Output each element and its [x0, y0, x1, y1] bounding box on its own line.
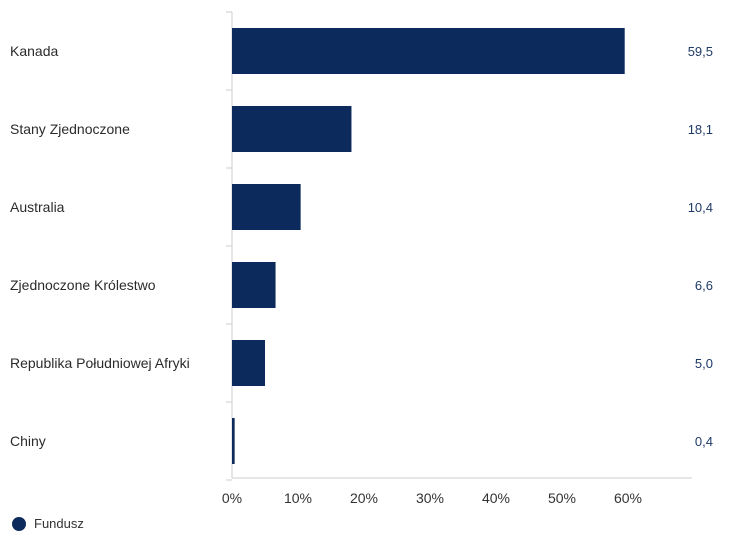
x-tick-label: 30%: [416, 490, 444, 506]
bar: [232, 28, 625, 74]
bar: [232, 184, 301, 230]
bar: [232, 340, 265, 386]
bar-chart: Kanada 59,5 Stany Zjednoczone 18,1 Australia…: [10, 11, 713, 506]
x-tick-label: 20%: [350, 490, 378, 506]
x-tick-label: 50%: [548, 490, 576, 506]
value-label: 6,6: [695, 278, 713, 293]
value-label: 10,4: [688, 200, 713, 215]
category-label: Chiny: [10, 433, 46, 449]
value-label: 59,5: [688, 44, 713, 59]
x-tick-label: 0%: [222, 490, 242, 506]
x-tick-label: 10%: [284, 490, 312, 506]
value-label: 18,1: [688, 122, 713, 137]
category-label: Stany Zjednoczone: [10, 121, 130, 137]
category-label: Zjednoczone Królestwo: [10, 277, 156, 293]
legend-swatch: [12, 516, 26, 531]
bar: [232, 106, 352, 152]
legend: Fundusz: [12, 516, 84, 531]
category-label: Australia: [10, 199, 65, 215]
x-tick-label: 40%: [482, 490, 510, 506]
value-label: 0,4: [695, 434, 713, 449]
legend-label: Fundusz: [34, 516, 84, 531]
value-label: 5,0: [695, 356, 713, 371]
category-label: Republika Południowej Afryki: [10, 355, 190, 371]
bar: [232, 262, 276, 308]
bar: [232, 418, 235, 464]
x-tick-label: 60%: [614, 490, 642, 506]
category-label: Kanada: [10, 43, 58, 59]
